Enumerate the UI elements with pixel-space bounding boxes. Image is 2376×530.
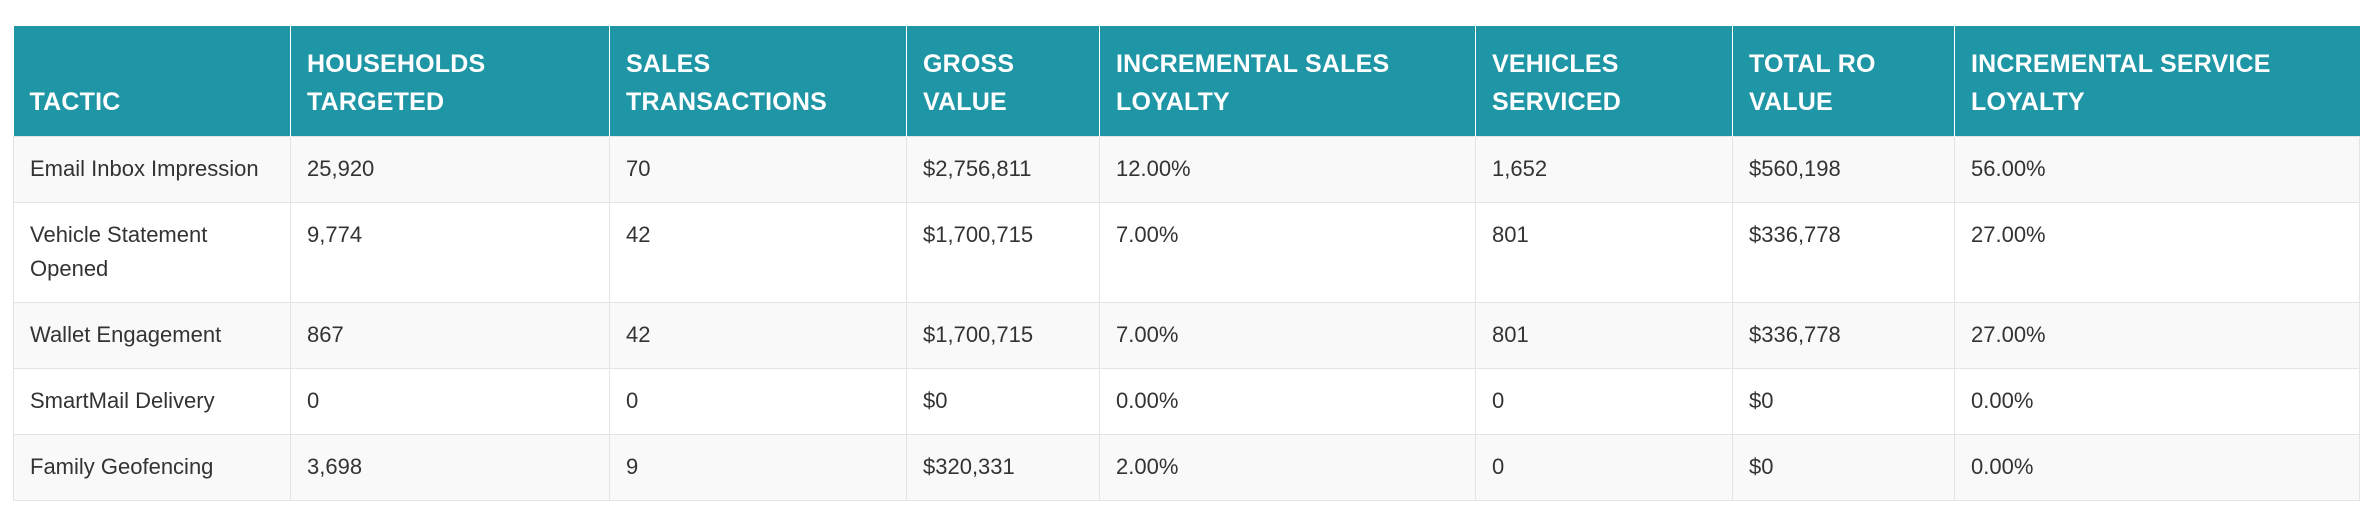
cell-vehicles-serviced: 0: [1475, 367, 1733, 435]
column-header-incremental-service-loyalty: INCREMENTAL SERVICE LOYALTY: [1954, 26, 2360, 136]
cell-incremental-service-loyalty: 0.00%: [1954, 367, 2360, 435]
cell-households-targeted: 25,920: [290, 135, 610, 203]
cell-households-targeted: 867: [290, 301, 610, 369]
column-header-households-targeted: HOUSEHOLDS TARGETED: [290, 26, 610, 136]
header-row: TACTIC HOUSEHOLDS TARGETED SALES TRANSAC…: [13, 26, 2360, 136]
table-row: Family Geofencing 3,698 9 $320,331 2.00%…: [13, 433, 2360, 501]
cell-total-ro-value: $0: [1732, 367, 1955, 435]
cell-incremental-service-loyalty: 56.00%: [1954, 135, 2360, 203]
cell-total-ro-value: $336,778: [1732, 201, 1955, 303]
table-row: Wallet Engagement 867 42 $1,700,715 7.00…: [13, 301, 2360, 369]
cell-incremental-sales-loyalty: 7.00%: [1099, 201, 1476, 303]
column-header-vehicles-serviced: VEHICLES SERVICED: [1475, 26, 1733, 136]
cell-gross-value: $0: [906, 367, 1100, 435]
cell-incremental-sales-loyalty: 12.00%: [1099, 135, 1476, 203]
cell-households-targeted: 3,698: [290, 433, 610, 501]
cell-incremental-service-loyalty: 27.00%: [1954, 301, 2360, 369]
cell-incremental-sales-loyalty: 0.00%: [1099, 367, 1476, 435]
performance-table: TACTIC HOUSEHOLDS TARGETED SALES TRANSAC…: [13, 26, 2360, 501]
column-header-sales-transactions: SALES TRANSACTIONS: [609, 26, 907, 136]
table-row: Vehicle Statement Opened 9,774 42 $1,700…: [13, 201, 2360, 303]
cell-sales-transactions: 42: [609, 301, 907, 369]
cell-incremental-service-loyalty: 0.00%: [1954, 433, 2360, 501]
cell-sales-transactions: 9: [609, 433, 907, 501]
cell-sales-transactions: 42: [609, 201, 907, 303]
cell-gross-value: $1,700,715: [906, 301, 1100, 369]
cell-total-ro-value: $336,778: [1732, 301, 1955, 369]
cell-vehicles-serviced: 1,652: [1475, 135, 1733, 203]
cell-total-ro-value: $0: [1732, 433, 1955, 501]
cell-sales-transactions: 70: [609, 135, 907, 203]
column-header-total-ro-value: TOTAL RO VALUE: [1732, 26, 1955, 136]
cell-vehicles-serviced: 801: [1475, 301, 1733, 369]
table-row: SmartMail Delivery 0 0 $0 0.00% 0 $0 0.0…: [13, 367, 2360, 435]
cell-tactic: SmartMail Delivery: [13, 367, 291, 435]
cell-vehicles-serviced: 0: [1475, 433, 1733, 501]
cell-total-ro-value: $560,198: [1732, 135, 1955, 203]
column-header-incremental-sales-loyalty: INCREMENTAL SALES LOYALTY: [1099, 26, 1476, 136]
cell-households-targeted: 0: [290, 367, 610, 435]
cell-gross-value: $1,700,715: [906, 201, 1100, 303]
cell-households-targeted: 9,774: [290, 201, 610, 303]
cell-sales-transactions: 0: [609, 367, 907, 435]
cell-tactic: Wallet Engagement: [13, 301, 291, 369]
cell-vehicles-serviced: 801: [1475, 201, 1733, 303]
table-header: TACTIC HOUSEHOLDS TARGETED SALES TRANSAC…: [13, 26, 2360, 136]
table-body: Email Inbox Impression 25,920 70 $2,756,…: [13, 135, 2360, 501]
cell-incremental-sales-loyalty: 2.00%: [1099, 433, 1476, 501]
column-header-tactic: TACTIC: [29, 87, 121, 116]
table-row: Email Inbox Impression 25,920 70 $2,756,…: [13, 135, 2360, 203]
performance-table-container: TACTIC HOUSEHOLDS TARGETED SALES TRANSAC…: [13, 26, 2360, 501]
cell-tactic: Email Inbox Impression: [13, 135, 291, 203]
cell-gross-value: $2,756,811: [906, 135, 1100, 203]
column-header-gross-value: GROSS VALUE: [906, 26, 1100, 136]
cell-incremental-service-loyalty: 27.00%: [1954, 201, 2360, 303]
cell-incremental-sales-loyalty: 7.00%: [1099, 301, 1476, 369]
cell-gross-value: $320,331: [906, 433, 1100, 501]
cell-tactic: Vehicle Statement Opened: [13, 201, 291, 303]
cell-tactic: Family Geofencing: [13, 433, 291, 501]
